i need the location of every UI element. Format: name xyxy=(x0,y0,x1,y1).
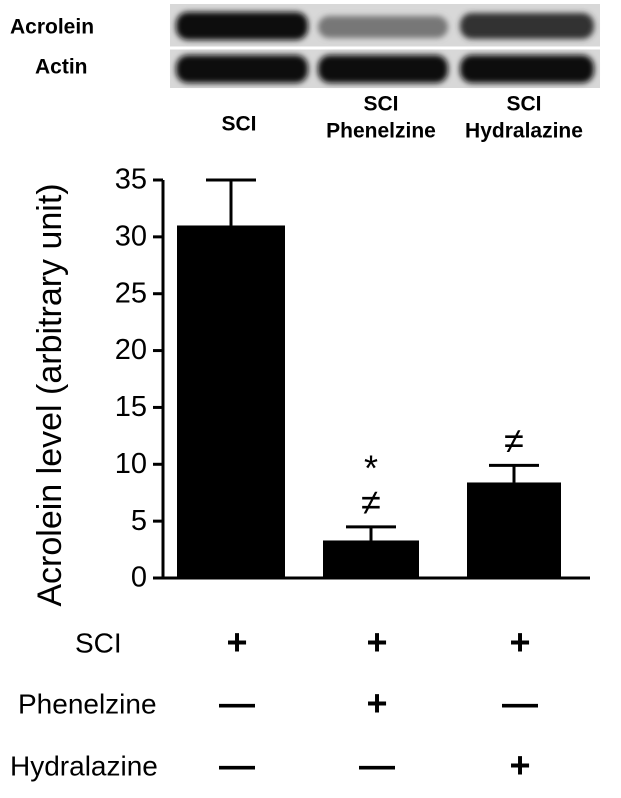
blot-label: Acrolein xyxy=(10,16,94,39)
y-tick-label: 30 xyxy=(115,221,147,253)
treatment-label: Hydralazine xyxy=(10,750,158,781)
treatment-sign: — xyxy=(359,745,395,786)
bar xyxy=(467,482,561,578)
annotation: ≠ xyxy=(361,481,381,522)
band xyxy=(460,13,594,39)
treatment-sign: + xyxy=(226,622,247,663)
band xyxy=(176,55,308,83)
y-tick-label: 15 xyxy=(115,391,147,423)
y-tick-label: 35 xyxy=(115,164,147,196)
bar xyxy=(323,540,419,578)
y-tick-label: 10 xyxy=(115,448,147,480)
y-tick-label: 20 xyxy=(115,334,147,366)
treatment-label: SCI xyxy=(75,627,122,658)
treatment-sign: + xyxy=(366,622,387,663)
treatment-sign: — xyxy=(219,683,255,724)
treatment-sign: + xyxy=(509,622,530,663)
y-axis-label: Acrolein level (arbitrary unit) xyxy=(31,183,69,606)
y-tick-label: 25 xyxy=(115,277,147,309)
category-label: SCI xyxy=(363,93,398,116)
bar xyxy=(177,225,285,578)
treatment-sign: — xyxy=(502,683,538,724)
category-label: Hydralazine xyxy=(465,120,583,143)
blot-bands xyxy=(176,12,594,83)
category-label: SCI xyxy=(506,93,541,116)
band xyxy=(318,16,448,38)
category-label: Phenelzine xyxy=(326,120,436,143)
band xyxy=(176,12,308,40)
blot-label: Actin xyxy=(35,56,88,79)
band xyxy=(318,55,448,83)
annotation: ≠ xyxy=(504,420,524,461)
western-blot: Acrolein Actin xyxy=(10,4,600,88)
treatment-sign: + xyxy=(366,683,387,724)
y-tick-label: 0 xyxy=(131,562,147,594)
treatment-label: Phenelzine xyxy=(18,688,157,719)
category-label: SCI xyxy=(221,113,256,136)
treatment-sign: + xyxy=(509,745,530,786)
band xyxy=(460,55,594,83)
y-tick-label: 5 xyxy=(131,505,147,537)
treatment-sign: — xyxy=(219,745,255,786)
annotation: * xyxy=(364,447,378,488)
